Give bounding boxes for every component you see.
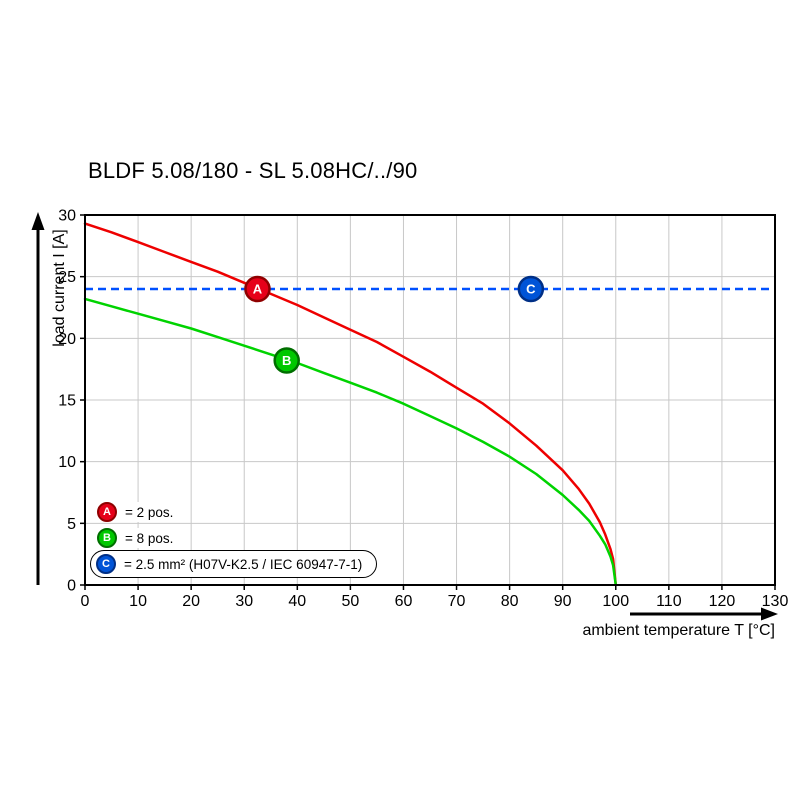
marker-letter-B: B [282, 353, 291, 368]
curve-B [83, 297, 618, 587]
x-tick-label: 20 [182, 593, 200, 610]
y-tick-label: 30 [58, 208, 76, 225]
chart-title: BLDF 5.08/180 - SL 5.08HC/../90 [88, 158, 418, 183]
x-tick-label: 110 [656, 593, 682, 610]
marker-letter-A: A [253, 282, 263, 297]
y-tick-label: 5 [67, 516, 76, 533]
x-tick-label: 60 [395, 593, 413, 610]
y-axis-label: load current I [A] [51, 229, 68, 347]
x-tick-label: 130 [762, 593, 789, 610]
marker-A [244, 275, 271, 303]
x-tick-label: 50 [341, 593, 359, 610]
legend-marker-a-icon: A [97, 502, 117, 522]
y-axis-arrow-head-icon [31, 212, 45, 230]
y-tick-label: 10 [58, 454, 76, 471]
marker-B [273, 347, 300, 374]
legend-row-c: C = 2.5 mm² (H07V-K2.5 / IEC 60947-7-1) [90, 550, 378, 578]
x-tick-label: 120 [709, 593, 736, 610]
y-tick-label: 20 [58, 331, 76, 348]
y-tick-label: 15 [58, 393, 76, 410]
marker-letter-C: C [526, 282, 536, 297]
x-tick-label: 70 [448, 593, 466, 610]
legend-row-b: B = 8 pos. [97, 528, 180, 548]
curve-A [83, 222, 618, 587]
x-tick-label: 100 [602, 593, 629, 610]
y-tick-label: 25 [58, 269, 76, 286]
x-tick-label: 10 [129, 593, 147, 610]
legend-text-b: = 8 pos. [125, 530, 174, 546]
legend-marker-c-icon: C [96, 554, 116, 574]
x-axis-arrow-head-icon [761, 607, 778, 621]
x-axis-label: ambient temperature T [°C] [582, 622, 775, 639]
legend-marker-b-icon: B [97, 528, 117, 548]
x-tick-label: 30 [235, 593, 253, 610]
legend-row-a: A = 2 pos. [97, 502, 180, 522]
y-tick-label: 0 [67, 578, 76, 595]
x-tick-label: 40 [288, 593, 306, 610]
x-tick-label: 0 [81, 593, 90, 610]
legend-text-a: = 2 pos. [125, 504, 174, 520]
x-tick-label: 80 [501, 593, 519, 610]
legend-text-c: = 2.5 mm² (H07V-K2.5 / IEC 60947-7-1) [124, 556, 363, 572]
marker-C [517, 275, 545, 303]
x-tick-label: 90 [554, 593, 572, 610]
